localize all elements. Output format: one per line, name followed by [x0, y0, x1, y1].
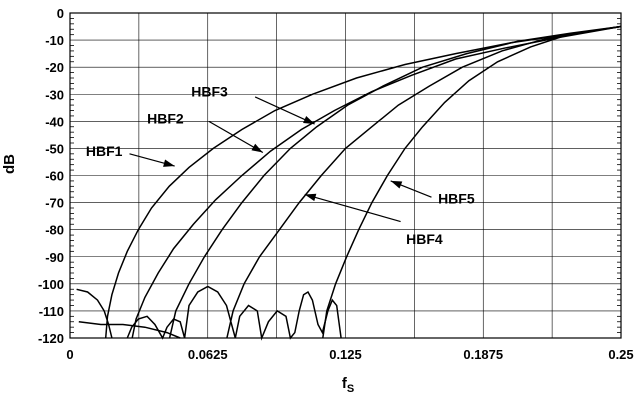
- minor-ticks: [70, 18, 621, 333]
- y-tick-label: -100: [38, 277, 64, 292]
- x-tick-label: 0.0625: [188, 347, 228, 362]
- y-tick-label: -30: [45, 87, 64, 102]
- annotation-hbf4: HBF4: [406, 231, 443, 247]
- annotation-hbf5: HBF5: [438, 191, 475, 207]
- annotation-arrowhead: [163, 159, 175, 167]
- y-tick-labels: 0 -10 -20 -30 -40 -50 -60 -70 -80 -90 -100 -110 -120: [38, 6, 64, 346]
- series-line-hbf2: [131, 25, 622, 339]
- x-tick-label: 0.1875: [463, 347, 503, 362]
- y-tick-label: -80: [45, 223, 64, 238]
- x-tick-label: 0.25: [608, 347, 633, 362]
- annotation-hbf3: HBF3: [191, 84, 228, 100]
- stopband-ripple-line: [76, 288, 113, 339]
- y-tick-label: -70: [45, 196, 64, 211]
- y-tick-label: 0: [57, 6, 64, 21]
- grid: [70, 13, 621, 338]
- annotation-arrow-line: [304, 193, 401, 223]
- annotations: HBF1 HBF2 HBF3 HBF4 HBF5: [86, 84, 475, 248]
- x-tick-label: 0.125: [329, 347, 362, 362]
- stopband-ripples: [76, 285, 342, 341]
- y-tick-label: -20: [45, 60, 64, 75]
- annotation-hbf2: HBF2: [147, 111, 184, 127]
- annotation-hbf1: HBF1: [86, 143, 123, 159]
- x-tick-label: 0: [66, 347, 73, 362]
- x-axis-title: fS: [342, 375, 354, 395]
- y-tick-label: -10: [45, 33, 64, 48]
- y-tick-label: -50: [45, 141, 64, 156]
- annotation-arrowhead: [251, 143, 263, 153]
- annotation-arrowhead: [390, 180, 403, 189]
- annotation-arrowhead: [304, 193, 317, 202]
- y-tick-label: -110: [39, 304, 64, 319]
- series-line-hbf1: [104, 25, 622, 339]
- y-tick-label: -120: [38, 331, 64, 346]
- stopband-ripple-line: [78, 321, 181, 339]
- series-line-hbf3: [168, 25, 622, 339]
- series-line-hbf4: [226, 25, 622, 339]
- series-curves: [104, 25, 622, 339]
- y-tick-label: -90: [45, 250, 64, 265]
- x-tick-labels: 0 0.0625 0.125 0.1875 0.25: [66, 347, 633, 362]
- y-tick-label: -60: [45, 169, 64, 184]
- plot-frame: [69, 12, 622, 339]
- annotation-arrowhead: [303, 116, 315, 125]
- series-line-hbf5: [322, 25, 622, 339]
- y-tick-label: -40: [45, 114, 64, 129]
- y-axis-title: dB: [1, 154, 18, 174]
- stopband-ripple-line: [126, 285, 342, 341]
